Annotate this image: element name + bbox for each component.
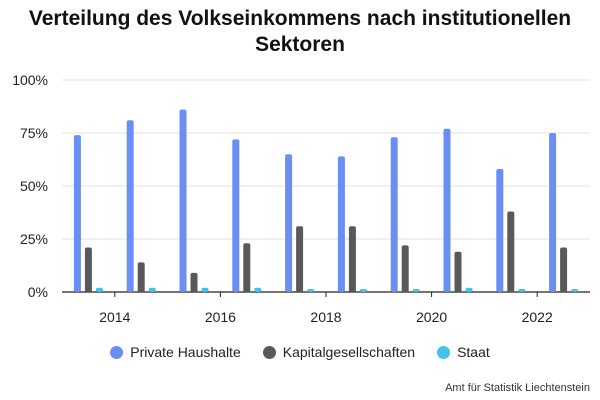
bar-staat [254, 287, 262, 292]
legend-label: Private Haushalte [130, 344, 241, 360]
y-tick-label: 25% [20, 231, 48, 247]
chart-title: Verteilung des Volkseinkommens nach inst… [28, 7, 572, 56]
legend-swatch [437, 345, 451, 359]
bar-private-haushalte [73, 135, 81, 292]
legend-item-staat[interactable]: Staat [437, 344, 490, 360]
bar-private-haushalte [390, 137, 398, 292]
bar-private-haushalte [443, 128, 451, 292]
bar-private-haushalte [232, 139, 240, 292]
bar-private-haushalte [126, 120, 134, 292]
bar-kapitalgesellschaften [454, 251, 462, 292]
legend-item-private-haushalte[interactable]: Private Haushalte [110, 344, 241, 360]
bar-private-haushalte [285, 154, 293, 292]
legend-label: Staat [457, 344, 490, 360]
bar-kapitalgesellschaften [137, 262, 145, 292]
bar-kapitalgesellschaften [190, 272, 198, 292]
bar-staat [201, 287, 209, 292]
bar-staat [148, 287, 156, 292]
y-tick-label: 0% [28, 284, 48, 300]
legend-swatch [262, 345, 276, 359]
bar-kapitalgesellschaften [348, 226, 356, 292]
bar-private-haushalte [549, 133, 557, 292]
x-tick-label: 2016 [205, 309, 236, 325]
legend-swatch [110, 345, 124, 359]
bar-kapitalgesellschaften [243, 243, 251, 292]
bar-private-haushalte [496, 169, 504, 292]
x-tick-label: 2020 [416, 309, 447, 325]
bar-kapitalgesellschaften [507, 211, 515, 292]
bar-private-haushalte [337, 156, 345, 292]
bar-staat [307, 289, 315, 292]
source-note: Amt für Statistik Liechtenstein [445, 382, 590, 394]
x-tick-label: 2014 [99, 309, 130, 325]
bar-kapitalgesellschaften [84, 247, 92, 292]
y-tick-label: 100% [12, 72, 48, 88]
bar-staat [518, 289, 526, 292]
bar-staat [465, 287, 473, 292]
bar-staat [571, 289, 579, 292]
y-tick-label: 75% [20, 125, 48, 141]
x-tick-label: 2018 [310, 309, 341, 325]
bar-staat [412, 289, 420, 292]
legend: Private Haushalte Kapitalgesellschaften … [0, 344, 600, 360]
bar-kapitalgesellschaften [401, 245, 409, 292]
bar-staat [95, 287, 103, 292]
bar-kapitalgesellschaften [296, 226, 304, 292]
bar-private-haushalte [179, 109, 187, 293]
legend-item-kapitalgesellschaften[interactable]: Kapitalgesellschaften [262, 344, 416, 360]
bar-kapitalgesellschaften [560, 247, 568, 292]
y-tick-label: 50% [20, 178, 48, 194]
legend-label: Kapitalgesellschaften [282, 344, 416, 360]
bar-staat [359, 289, 367, 292]
x-tick-label: 2022 [522, 309, 553, 325]
